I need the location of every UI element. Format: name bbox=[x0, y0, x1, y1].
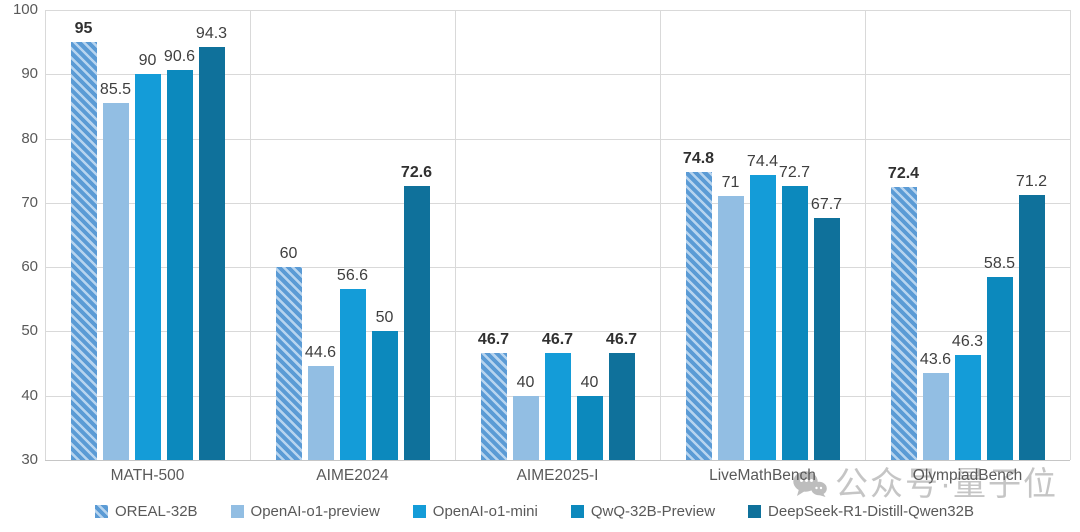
value-label: 46.7 bbox=[605, 330, 638, 348]
bar-OREAL-32B-OlympiadBench bbox=[890, 187, 917, 460]
category-label-AIME2025-I: AIME2025-I bbox=[516, 467, 599, 484]
value-label: 46.3 bbox=[951, 333, 984, 351]
gridline-x bbox=[455, 10, 456, 460]
gridline-y-80 bbox=[45, 139, 1070, 140]
category-label-OlympiadBench: OlympiadBench bbox=[912, 467, 1023, 484]
y-tick-label: 100 bbox=[12, 1, 38, 18]
gridline-x bbox=[250, 10, 251, 460]
y-tick-label: 40 bbox=[21, 387, 38, 404]
bar-DeepSeek-R1-Distill-Qwen32B-LiveMathBench bbox=[813, 217, 840, 460]
gridline-y-60 bbox=[45, 267, 1070, 268]
value-label: 72.4 bbox=[887, 165, 920, 183]
value-label: 46.7 bbox=[477, 330, 510, 348]
bar-DeepSeek-R1-Distill-Qwen32B-MATH-500 bbox=[198, 46, 225, 460]
y-tick-label: 30 bbox=[21, 451, 38, 468]
bar-QwQ-32B-Preview-AIME2025-I bbox=[576, 395, 603, 460]
legend-swatch bbox=[95, 505, 108, 518]
bar-DeepSeek-R1-Distill-Qwen32B-AIME2024 bbox=[403, 186, 430, 460]
value-label: 74.4 bbox=[746, 152, 779, 170]
legend-label: OpenAI-o1-mini bbox=[432, 503, 538, 520]
gridline-y-50 bbox=[45, 331, 1070, 332]
bar-OpenAI-o1-preview-LiveMathBench bbox=[717, 196, 744, 460]
legend-item-OREAL-32B: OREAL-32B bbox=[95, 503, 198, 520]
value-label: 94.3 bbox=[195, 24, 228, 42]
bar-OREAL-32B-LiveMathBench bbox=[685, 172, 712, 460]
bar-OpenAI-o1-mini-MATH-500 bbox=[134, 74, 161, 460]
y-tick-label: 60 bbox=[21, 258, 38, 275]
bar-OREAL-32B-AIME2024 bbox=[275, 267, 302, 460]
gridline-x bbox=[45, 10, 46, 460]
bar-OpenAI-o1-mini-AIME2025-I bbox=[544, 352, 571, 460]
category-label-AIME2024: AIME2024 bbox=[316, 467, 389, 484]
bar-QwQ-32B-Preview-MATH-500 bbox=[166, 70, 193, 460]
gridline-y-70 bbox=[45, 203, 1070, 204]
bar-QwQ-32B-Preview-LiveMathBench bbox=[781, 185, 808, 460]
bar-OpenAI-o1-preview-MATH-500 bbox=[102, 103, 129, 460]
category-label-MATH-500: MATH-500 bbox=[110, 467, 185, 484]
value-label: 43.6 bbox=[919, 350, 952, 368]
bar-OpenAI-o1-preview-AIME2025-I bbox=[512, 395, 539, 460]
value-label: 74.8 bbox=[682, 150, 715, 167]
gridline-x bbox=[865, 10, 866, 460]
bar-QwQ-32B-Preview-AIME2024 bbox=[371, 331, 398, 460]
gridline-y-100 bbox=[45, 10, 1070, 11]
y-tick-label: 50 bbox=[21, 322, 38, 339]
value-label: 58.5 bbox=[983, 254, 1016, 272]
bar-OpenAI-o1-mini-AIME2024 bbox=[339, 289, 366, 460]
gridline-x bbox=[660, 10, 661, 460]
legend-swatch bbox=[230, 505, 244, 518]
legend-label: DeepSeek-R1-Distill-Qwen32B bbox=[768, 503, 974, 520]
value-label: 60 bbox=[279, 245, 298, 263]
value-label: 90.6 bbox=[163, 48, 196, 66]
gridline-y-90 bbox=[45, 74, 1070, 75]
category-label-LiveMathBench: LiveMathBench bbox=[709, 467, 816, 484]
value-label: 40 bbox=[580, 373, 599, 391]
legend-item-OpenAI-o1-mini: OpenAI-o1-mini bbox=[412, 503, 538, 520]
y-tick-label: 90 bbox=[21, 65, 38, 82]
legend-label: OREAL-32B bbox=[115, 503, 198, 520]
legend-item-DeepSeek-R1-Distill-Qwen32B: DeepSeek-R1-Distill-Qwen32B bbox=[748, 503, 974, 520]
value-label: 46.7 bbox=[541, 330, 574, 348]
value-label: 56.6 bbox=[336, 267, 369, 284]
gridline-y-30 bbox=[45, 460, 1070, 461]
value-label: 90 bbox=[138, 52, 157, 70]
value-label: 40 bbox=[516, 373, 535, 391]
value-label: 67.7 bbox=[810, 195, 843, 213]
bar-OREAL-32B-MATH-500 bbox=[70, 42, 97, 460]
legend-swatch bbox=[570, 505, 584, 518]
legend-label: QwQ-32B-Preview bbox=[590, 503, 716, 520]
value-label: 72.7 bbox=[778, 163, 811, 181]
bar-OpenAI-o1-preview-OlympiadBench bbox=[922, 372, 949, 460]
value-label: 44.6 bbox=[304, 344, 337, 362]
value-label: 71 bbox=[721, 174, 740, 192]
legend-label: OpenAI-o1-preview bbox=[250, 503, 380, 520]
bar-OREAL-32B-AIME2025-I bbox=[480, 352, 507, 460]
bar-OpenAI-o1-preview-AIME2024 bbox=[307, 366, 334, 460]
y-tick-label: 70 bbox=[21, 194, 38, 211]
value-label: 71.2 bbox=[1015, 173, 1048, 191]
bar-QwQ-32B-Preview-OlympiadBench bbox=[986, 276, 1013, 460]
bar-OpenAI-o1-mini-OlympiadBench bbox=[954, 355, 981, 460]
value-label: 50 bbox=[375, 309, 394, 327]
legend-swatch bbox=[412, 505, 426, 518]
bar-OpenAI-o1-mini-LiveMathBench bbox=[749, 174, 776, 460]
legend-item-QwQ-32B-Preview: QwQ-32B-Preview bbox=[570, 503, 716, 520]
bar-DeepSeek-R1-Distill-Qwen32B-AIME2025-I bbox=[608, 352, 635, 460]
legend: OREAL-32B OpenAI-o1-preview OpenAI-o1-mini… bbox=[95, 503, 974, 520]
bar-DeepSeek-R1-Distill-Qwen32B-OlympiadBench bbox=[1018, 195, 1045, 460]
legend-swatch bbox=[748, 505, 762, 518]
y-tick-label: 80 bbox=[21, 130, 38, 147]
value-label: 85.5 bbox=[99, 81, 132, 99]
gridline-x bbox=[1070, 10, 1071, 460]
value-label: 72.6 bbox=[400, 164, 433, 182]
legend-item-OpenAI-o1-preview: OpenAI-o1-preview bbox=[230, 503, 380, 520]
value-label: 95 bbox=[74, 20, 93, 38]
